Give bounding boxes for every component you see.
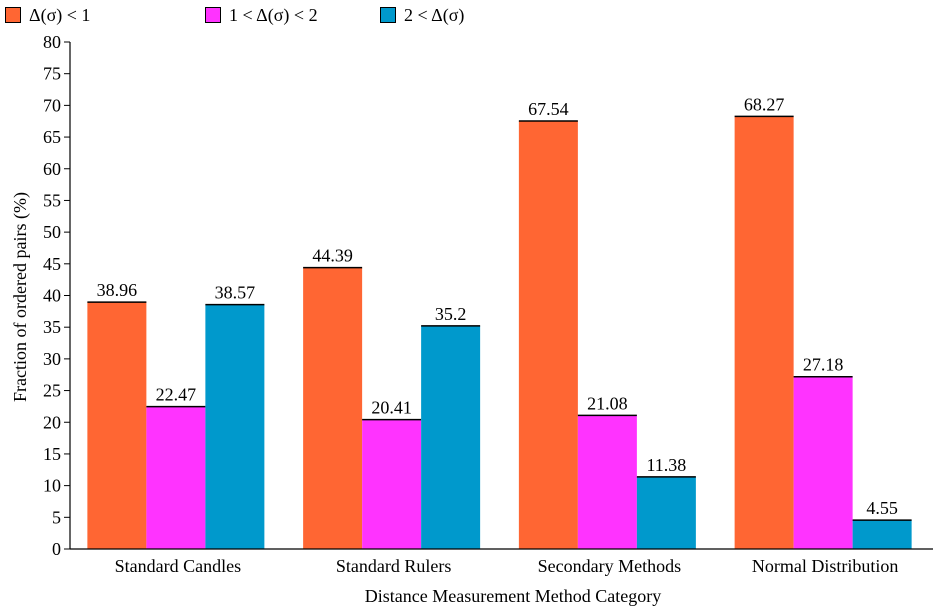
y-tick-label: 0 bbox=[52, 539, 61, 559]
legend-swatch-series-1 bbox=[5, 7, 21, 23]
y-tick-label: 20 bbox=[43, 412, 61, 432]
bar-series-3-normal-distribution bbox=[852, 520, 912, 549]
y-tick-label: 75 bbox=[43, 64, 61, 84]
x-tick-label: Standard Rulers bbox=[336, 556, 451, 576]
bar-series-1-secondary-methods bbox=[518, 120, 578, 550]
bar-series-2-secondary-methods bbox=[577, 415, 637, 549]
legend-label-series-2: 1 < Δ(σ) < 2 bbox=[229, 4, 318, 25]
legend-item-series-1: Δ(σ) < 1 bbox=[5, 2, 90, 28]
data-label: 68.27 bbox=[744, 94, 785, 114]
bar-series-2-standard-candles bbox=[146, 406, 206, 549]
data-label: 11.38 bbox=[646, 455, 686, 475]
legend-label-series-1: Δ(σ) < 1 bbox=[29, 4, 91, 25]
y-tick-label: 30 bbox=[43, 349, 61, 369]
y-tick-label: 25 bbox=[43, 381, 61, 401]
y-tick-label: 15 bbox=[43, 444, 61, 464]
bar-series-3-standard-rulers bbox=[421, 325, 481, 549]
data-label: 27.18 bbox=[803, 355, 844, 375]
data-label: 38.96 bbox=[97, 280, 138, 300]
bar-series-2-standard-rulers bbox=[362, 419, 422, 549]
data-label: 67.54 bbox=[528, 99, 569, 119]
y-tick-label: 70 bbox=[43, 95, 61, 115]
bar-series-1-normal-distribution bbox=[734, 116, 794, 550]
y-tick-label: 35 bbox=[43, 317, 61, 337]
bar-series-3-standard-candles bbox=[205, 304, 265, 549]
bar-series-1-standard-rulers bbox=[303, 267, 363, 549]
data-label: 22.47 bbox=[156, 385, 197, 405]
bar-series-3-secondary-methods bbox=[636, 476, 696, 549]
y-tick-label: 10 bbox=[43, 476, 61, 496]
y-tick-label: 65 bbox=[43, 127, 61, 147]
x-tick-label: Secondary Methods bbox=[538, 556, 681, 576]
bar-series-2-normal-distribution bbox=[793, 376, 853, 549]
y-tick-label: 50 bbox=[43, 222, 61, 242]
data-label: 4.55 bbox=[866, 498, 898, 518]
y-tick-label: 40 bbox=[43, 286, 61, 306]
legend-item-series-2: 1 < Δ(σ) < 2 bbox=[205, 2, 318, 28]
data-label: 21.08 bbox=[587, 393, 628, 413]
x-axis-title: Distance Measurement Method Category bbox=[365, 586, 661, 606]
x-tick-label: Standard Candles bbox=[115, 556, 241, 576]
y-tick-label: 55 bbox=[43, 190, 61, 210]
data-label: 20.41 bbox=[371, 398, 412, 418]
legend-swatch-series-2 bbox=[205, 7, 221, 23]
x-tick-label: Normal Distribution bbox=[752, 556, 899, 576]
y-tick-label: 5 bbox=[52, 507, 61, 527]
y-axis-title: Fraction of ordered pairs (%) bbox=[10, 192, 31, 402]
bar-series-1-standard-candles bbox=[87, 302, 147, 549]
data-label: 35.2 bbox=[435, 304, 467, 324]
data-label: 44.39 bbox=[312, 246, 353, 266]
y-tick-label: 45 bbox=[43, 254, 61, 274]
y-tick-label: 80 bbox=[43, 32, 61, 52]
legend-item-series-3: 2 < Δ(σ) bbox=[380, 2, 464, 28]
y-tick-label: 60 bbox=[43, 159, 61, 179]
legend-label-series-3: 2 < Δ(σ) bbox=[404, 4, 465, 25]
legend-swatch-series-3 bbox=[380, 7, 396, 23]
data-label: 38.57 bbox=[215, 283, 256, 303]
